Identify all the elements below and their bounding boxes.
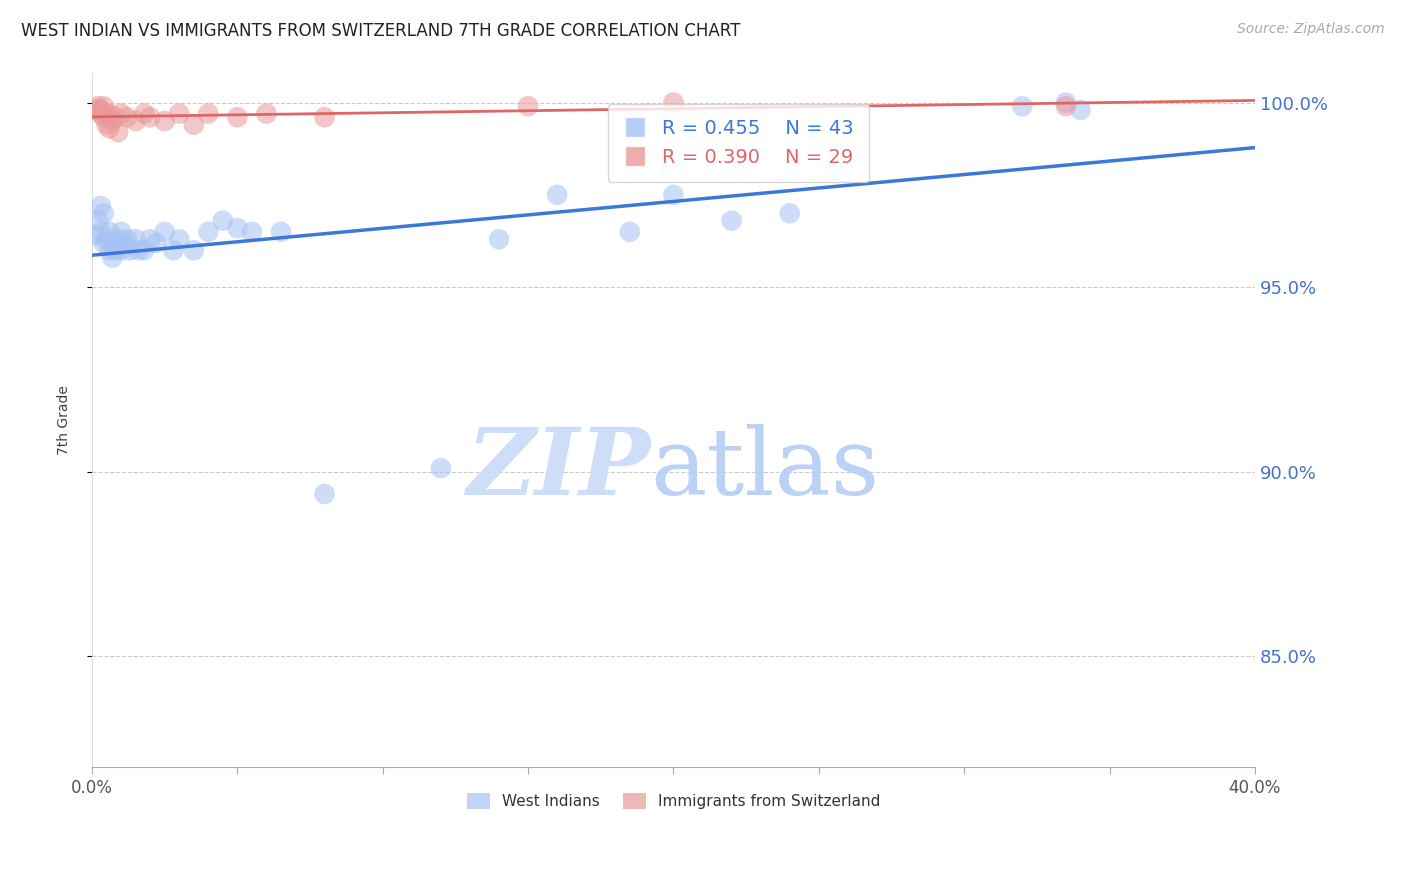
Point bbox=[779, 206, 801, 220]
Point bbox=[145, 235, 167, 250]
Point bbox=[134, 244, 156, 258]
Point bbox=[115, 110, 138, 124]
Point bbox=[98, 121, 121, 136]
Point bbox=[162, 244, 184, 258]
Point bbox=[1069, 103, 1091, 117]
Point bbox=[90, 106, 112, 120]
Point bbox=[107, 125, 129, 139]
Point bbox=[662, 95, 685, 110]
Point bbox=[720, 213, 742, 227]
Point bbox=[84, 228, 107, 243]
Point bbox=[517, 99, 540, 113]
Point bbox=[662, 187, 685, 202]
Point bbox=[139, 110, 162, 124]
Point bbox=[98, 106, 121, 120]
Point bbox=[104, 110, 127, 124]
Point bbox=[90, 103, 112, 117]
Point bbox=[107, 232, 129, 246]
Point bbox=[96, 106, 118, 120]
Point bbox=[430, 461, 453, 475]
Point bbox=[90, 199, 112, 213]
Point bbox=[104, 244, 127, 258]
Point bbox=[1011, 99, 1033, 113]
Point bbox=[488, 232, 510, 246]
Point bbox=[110, 244, 132, 258]
Point bbox=[93, 99, 115, 113]
Point bbox=[256, 106, 278, 120]
Point bbox=[183, 244, 205, 258]
Point bbox=[1054, 99, 1077, 113]
Point bbox=[124, 114, 146, 128]
Text: WEST INDIAN VS IMMIGRANTS FROM SWITZERLAND 7TH GRADE CORRELATION CHART: WEST INDIAN VS IMMIGRANTS FROM SWITZERLA… bbox=[21, 22, 741, 40]
Point bbox=[87, 103, 110, 117]
Point bbox=[87, 99, 110, 113]
Point bbox=[1054, 95, 1077, 110]
Point bbox=[101, 251, 124, 265]
Point bbox=[90, 225, 112, 239]
Point bbox=[110, 225, 132, 239]
Text: ZIP: ZIP bbox=[465, 424, 650, 514]
Point bbox=[87, 213, 110, 227]
Point bbox=[619, 225, 641, 239]
Point bbox=[197, 106, 219, 120]
Point bbox=[84, 103, 107, 117]
Point bbox=[115, 232, 138, 246]
Point bbox=[226, 110, 249, 124]
Point bbox=[211, 213, 233, 227]
Point bbox=[101, 114, 124, 128]
Point bbox=[546, 187, 568, 202]
Point bbox=[98, 225, 121, 239]
Point bbox=[110, 106, 132, 120]
Point bbox=[98, 244, 121, 258]
Point bbox=[314, 110, 336, 124]
Point bbox=[93, 206, 115, 220]
Point bbox=[128, 244, 150, 258]
Point bbox=[118, 244, 141, 258]
Point bbox=[101, 235, 124, 250]
Point bbox=[124, 232, 146, 246]
Point bbox=[197, 225, 219, 239]
Text: atlas: atlas bbox=[650, 424, 879, 514]
Point bbox=[314, 487, 336, 501]
Point bbox=[270, 225, 292, 239]
Point bbox=[93, 110, 115, 124]
Point bbox=[134, 106, 156, 120]
Point bbox=[226, 221, 249, 235]
Point bbox=[153, 114, 176, 128]
Point bbox=[167, 106, 190, 120]
Point bbox=[139, 232, 162, 246]
Y-axis label: 7th Grade: 7th Grade bbox=[58, 385, 72, 455]
Point bbox=[96, 118, 118, 132]
Point bbox=[153, 225, 176, 239]
Point bbox=[96, 232, 118, 246]
Point bbox=[93, 235, 115, 250]
Point bbox=[167, 232, 190, 246]
Point bbox=[183, 118, 205, 132]
Legend: West Indians, Immigrants from Switzerland: West Indians, Immigrants from Switzerlan… bbox=[461, 787, 886, 815]
Point bbox=[112, 235, 135, 250]
Point bbox=[240, 225, 263, 239]
Text: Source: ZipAtlas.com: Source: ZipAtlas.com bbox=[1237, 22, 1385, 37]
